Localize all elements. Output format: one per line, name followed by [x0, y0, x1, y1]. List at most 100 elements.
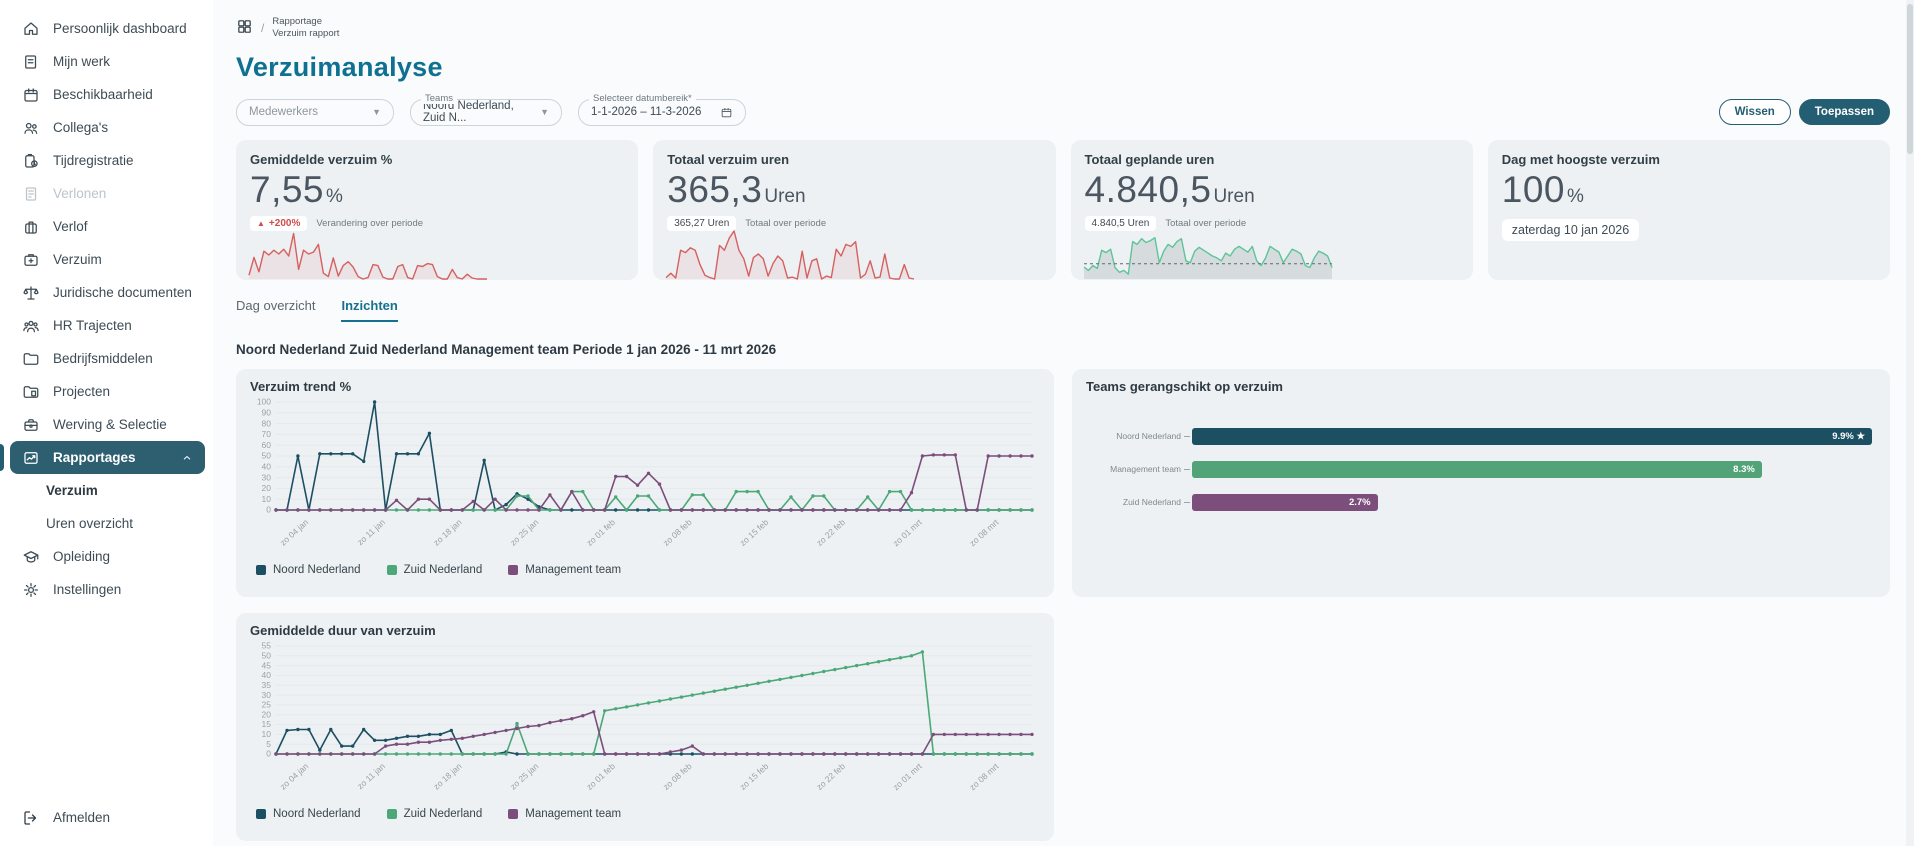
panel-teams-ranking: Teams gerangschikt op verzuim Noord Nede…	[1072, 368, 1890, 597]
briefcase-icon	[22, 416, 40, 434]
svg-text:zo 08 feb: zo 08 feb	[661, 517, 694, 548]
home-icon	[22, 20, 40, 38]
team-bar[interactable]: 9.9% ★	[1192, 427, 1872, 445]
sidebar-item-opleiding[interactable]: Opleiding	[0, 540, 213, 573]
daterange-label: Selecteer datumbereik*	[589, 92, 696, 104]
chevron-down-icon: ▼	[372, 107, 381, 118]
legend-item-management-team[interactable]: Management team	[508, 808, 621, 820]
legend-item-noord-nederland[interactable]: Noord Nederland	[256, 564, 361, 576]
svg-text:zo 11 jan: zo 11 jan	[355, 517, 387, 547]
sidebar-item-verzuim[interactable]: Verzuim	[46, 483, 98, 498]
team-bar-row-noord-nederland: Noord Nederland 9.9% ★	[1086, 427, 1872, 445]
team-bar[interactable]: 2.7%	[1192, 493, 1378, 511]
breadcrumb-section[interactable]: Rapportage	[272, 16, 322, 27]
scrollbar-thumb[interactable]	[1907, 4, 1913, 154]
sidebar-item-uren-overzicht[interactable]: Uren overzicht	[46, 516, 134, 531]
sidebar-item-verlof[interactable]: Verlof	[0, 210, 213, 243]
sidebar-item-afmelden[interactable]: Afmelden	[0, 801, 213, 834]
legend-swatch	[386, 808, 397, 819]
sidebar-item-collega-s[interactable]: Collega's	[0, 111, 213, 144]
team-bar[interactable]: 8.3%	[1192, 460, 1762, 478]
legend-swatch	[508, 808, 519, 819]
tab-inzichten[interactable]: Inzichten	[341, 298, 398, 322]
sidebar-item-werving-selectie[interactable]: Werving & Selectie	[0, 408, 213, 441]
scrollbar-track[interactable]	[1906, 0, 1914, 846]
daterange-value: 1-1-2026 – 11-3-2026	[591, 106, 702, 119]
medewerkers-placeholder: Medewerkers	[249, 106, 319, 119]
chevron-down-icon: ▼	[540, 107, 549, 118]
svg-text:15: 15	[262, 719, 272, 729]
svg-text:60: 60	[262, 440, 272, 450]
svg-text:70: 70	[262, 429, 272, 439]
kpi-value: 7,55	[250, 168, 325, 210]
svg-text:zo 01 feb: zo 01 feb	[584, 517, 617, 548]
apply-button[interactable]: Toepassen	[1798, 98, 1890, 125]
sidebar-nav-list: Persoonlijk dashboard Mijn werk Beschikbaa…	[0, 12, 213, 606]
people-icon	[22, 119, 40, 137]
sidebar-item-beschikbaarheid[interactable]: Beschikbaarheid	[0, 78, 213, 111]
chart-title: Teams gerangschikt op verzuim	[1086, 378, 1283, 394]
svg-text:zo 01 mrt: zo 01 mrt	[891, 516, 924, 548]
logout-label: Afmelden	[53, 810, 111, 825]
kpi-unit: Uren	[1213, 185, 1255, 207]
svg-text:zo 08 mrt: zo 08 mrt	[967, 516, 1000, 548]
sidebar-item-instellingen[interactable]: Instellingen	[0, 573, 213, 606]
bar-value-label: 9.9% ★	[1832, 430, 1865, 442]
trend-badge: ▲ +200%	[250, 215, 308, 231]
svg-text:zo 15 feb: zo 15 feb	[738, 761, 771, 792]
sidebar-item-juridische-documenten[interactable]: Juridische documenten	[0, 276, 213, 309]
sidebar-item-hr-trajecten[interactable]: HR Trajecten	[0, 309, 213, 342]
sidebar-item-verzuim[interactable]: Verzuim	[0, 243, 213, 276]
kpi-sparkline	[1083, 236, 1333, 279]
svg-text:5: 5	[266, 739, 271, 749]
svg-text:40: 40	[262, 461, 272, 471]
sidebar-item-mijn-werk[interactable]: Mijn werk	[0, 45, 213, 78]
legend-item-zuid-nederland[interactable]: Zuid Nederland	[386, 808, 482, 820]
legend-item-management-team[interactable]: Management team	[508, 564, 621, 576]
filter-bar: Medewerkers ▼ Teams Noord Nederland, Zui…	[236, 92, 1890, 126]
svg-text:80: 80	[262, 418, 272, 428]
tab-dag-overzicht[interactable]: Dag overzicht	[236, 297, 316, 313]
sidebar-item-tijdregistratie[interactable]: Tijdregistratie	[0, 144, 213, 177]
svg-text:zo 04 jan: zo 04 jan	[278, 517, 311, 548]
first-aid-icon	[22, 251, 40, 269]
kpi-card-dag-hoogste-verzuim: Dag met hoogste verzuim 100% zaterdag 10…	[1487, 139, 1890, 280]
badge-note: Totaal over periode	[1165, 217, 1247, 229]
sidebar: Persoonlijk dashboard Mijn werk Beschikbaa…	[0, 0, 213, 846]
legend-item-noord-nederland[interactable]: Noord Nederland	[256, 808, 361, 820]
daterange-input[interactable]: Selecteer datumbereik* 1-1-2026 – 11-3-2…	[578, 92, 746, 126]
sidebar-item-persoonlijk-dashboard[interactable]: Persoonlijk dashboard	[0, 12, 213, 45]
svg-text:40: 40	[262, 670, 272, 680]
legend-swatch	[256, 808, 266, 819]
kpi-value: 4.840,5	[1084, 168, 1212, 210]
calendar-icon	[22, 86, 40, 104]
svg-text:zo 01 mrt: zo 01 mrt	[891, 760, 924, 792]
teams-select[interactable]: Teams Noord Nederland, Zuid N... ▼	[410, 92, 562, 126]
folder-icon	[22, 350, 40, 368]
svg-text:55: 55	[262, 640, 272, 650]
medewerkers-select[interactable]: Medewerkers ▼	[236, 98, 394, 126]
sidebar-item-rapportages[interactable]: Rapportages	[0, 441, 205, 474]
legend-item-zuid-nederland[interactable]: Zuid Nederland	[386, 564, 482, 576]
kpi-value: 100	[1501, 168, 1565, 210]
page-title: Verzuimanalyse	[236, 51, 443, 82]
svg-text:zo 11 jan: zo 11 jan	[355, 761, 387, 791]
svg-text:zo 08 feb: zo 08 feb	[661, 761, 694, 792]
value-badge: 4.840,5 Uren	[1084, 215, 1157, 231]
main-content: / Rapportage Verzuim rapport Verzuimanal…	[213, 0, 1914, 846]
calendar-icon[interactable]	[712, 106, 733, 119]
clear-button[interactable]: Wissen	[1718, 98, 1791, 125]
dashboard-grid-icon[interactable]	[236, 18, 253, 38]
kpi-sparkline	[665, 230, 915, 280]
document-icon	[22, 53, 40, 71]
gear-icon	[22, 581, 40, 599]
svg-text:0: 0	[266, 748, 271, 758]
sidebar-item-bedrijfsmiddelen[interactable]: Bedrijfsmiddelen	[0, 342, 213, 375]
value-badge: 365,27 Uren	[667, 215, 737, 231]
sidebar-item-projecten[interactable]: Projecten	[0, 375, 213, 408]
sidebar-item-verlonen: Verlonen	[0, 177, 213, 210]
kpi-card-totaal-verzuim-uren: Totaal verzuim uren 365,3 Uren 365,27 Ure…	[653, 139, 1056, 280]
chart-legend: Noord Nederland Zuid Nederland Management …	[250, 564, 1040, 576]
